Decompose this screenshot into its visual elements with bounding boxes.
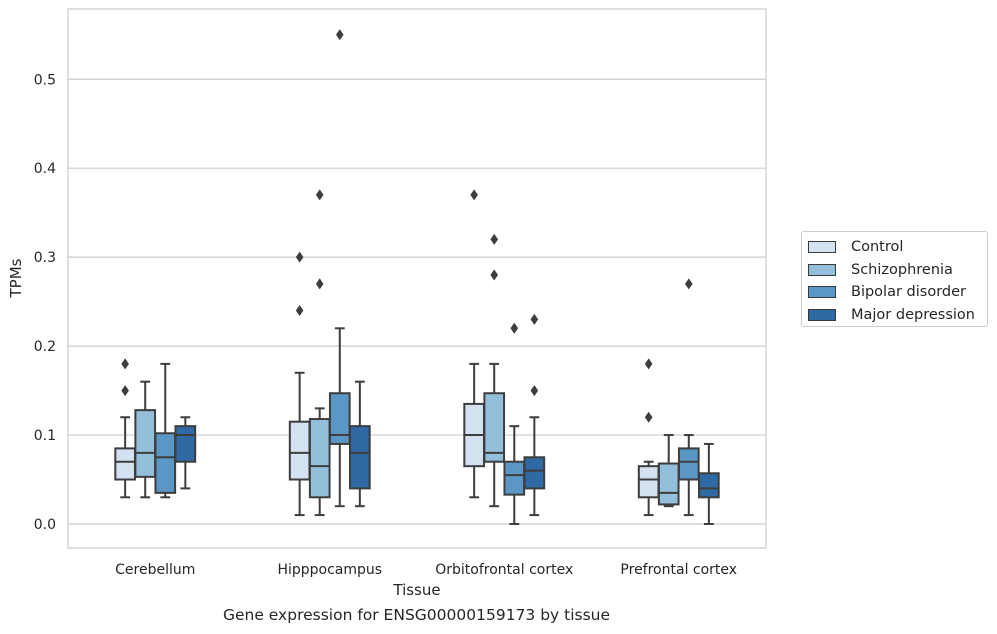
outlier-point bbox=[335, 29, 344, 41]
box-iqr bbox=[134, 409, 157, 478]
x-axis-label: Tissue bbox=[392, 581, 440, 599]
box-iqr bbox=[503, 460, 526, 496]
box-iqr bbox=[174, 425, 197, 463]
legend-label: Major depression bbox=[851, 306, 975, 323]
box-0-0 bbox=[114, 358, 136, 499]
legend-label: Bipolar disorder bbox=[851, 284, 966, 301]
outlier-point bbox=[684, 278, 693, 290]
outlier-point bbox=[315, 278, 324, 290]
outlier-point bbox=[530, 313, 539, 325]
box-1-0 bbox=[288, 251, 311, 517]
legend-item-major-depression: Major depression bbox=[808, 304, 987, 327]
outlier-point bbox=[121, 385, 129, 397]
x-tick-label: Cerebellum bbox=[115, 562, 195, 578]
box-iqr bbox=[308, 418, 331, 499]
x-tick-labels: Cerebellum Hipppocampus Orbitofrontal cort… bbox=[115, 562, 737, 578]
legend-item-bipolar: Bipolar disorder bbox=[808, 281, 987, 304]
outlier-point bbox=[470, 189, 478, 201]
y-tick-label: 0.0 bbox=[34, 517, 56, 533]
box-iqr bbox=[154, 432, 177, 494]
y-tick-label: 0.1 bbox=[34, 428, 56, 444]
box-0-3 bbox=[174, 416, 197, 490]
outlier-point bbox=[530, 385, 539, 397]
box-iqr bbox=[288, 420, 311, 481]
outlier-point bbox=[315, 189, 324, 201]
box-iqr bbox=[114, 447, 136, 481]
x-tick-label: Hipppocampus bbox=[277, 562, 382, 578]
y-tick-label: 0.5 bbox=[34, 72, 56, 88]
box-iqr bbox=[677, 447, 700, 481]
outlier-point bbox=[644, 411, 653, 423]
legend-swatch bbox=[808, 241, 836, 254]
box-iqr bbox=[483, 392, 506, 463]
legend-item-control: Control bbox=[808, 236, 987, 259]
box-1-1 bbox=[308, 189, 331, 517]
x-tick-label: Prefrontal cortex bbox=[620, 562, 737, 578]
plot-frame bbox=[67, 8, 767, 549]
box-iqr bbox=[657, 462, 680, 506]
legend-label: Schizophrenia bbox=[851, 261, 953, 278]
y-tick-labels: 0.0 0.1 0.2 0.3 0.4 0.5 bbox=[34, 72, 56, 533]
legend: Control Schizophrenia Bipolar disorder M… bbox=[801, 231, 988, 327]
x-tick-label: Orbitofrontal cortex bbox=[435, 562, 573, 578]
box-0-2 bbox=[154, 362, 177, 499]
legend-swatch bbox=[808, 286, 836, 299]
box-3-1 bbox=[657, 434, 680, 508]
y-tick-label: 0.2 bbox=[34, 339, 56, 355]
box-0-1 bbox=[134, 380, 157, 499]
legend-label: Control bbox=[851, 239, 904, 256]
outlier-point bbox=[490, 233, 499, 245]
outlier-point bbox=[490, 269, 499, 281]
box-3-0 bbox=[637, 358, 660, 517]
box-2-1 bbox=[483, 233, 506, 508]
box-2-2 bbox=[503, 322, 526, 525]
legend-swatch bbox=[808, 263, 836, 276]
box-2-3 bbox=[523, 313, 546, 517]
box-iqr bbox=[637, 465, 660, 499]
outlier-point bbox=[510, 322, 519, 334]
outlier-point bbox=[295, 251, 304, 263]
y-tick-label: 0.4 bbox=[34, 161, 56, 177]
box-1-2 bbox=[328, 29, 351, 508]
outlier-point bbox=[121, 358, 129, 370]
box-iqr bbox=[328, 392, 351, 445]
box-iqr bbox=[698, 472, 720, 499]
box-1-3 bbox=[349, 380, 371, 508]
box-3-3 bbox=[698, 442, 720, 525]
box-iqr bbox=[349, 425, 371, 490]
outlier-point bbox=[644, 358, 653, 370]
box-3-2 bbox=[677, 278, 700, 517]
legend-swatch bbox=[808, 308, 836, 321]
legend-item-schizophrenia: Schizophrenia bbox=[808, 259, 987, 282]
y-tick-label: 0.3 bbox=[34, 250, 56, 266]
box-2-0 bbox=[463, 189, 485, 499]
y-axis-label: TPMs bbox=[7, 258, 25, 298]
boxes bbox=[114, 29, 720, 525]
outlier-point bbox=[295, 305, 304, 317]
box-iqr bbox=[523, 456, 546, 490]
figure-caption: Gene expression for ENSG00000159173 by t… bbox=[222, 606, 611, 624]
